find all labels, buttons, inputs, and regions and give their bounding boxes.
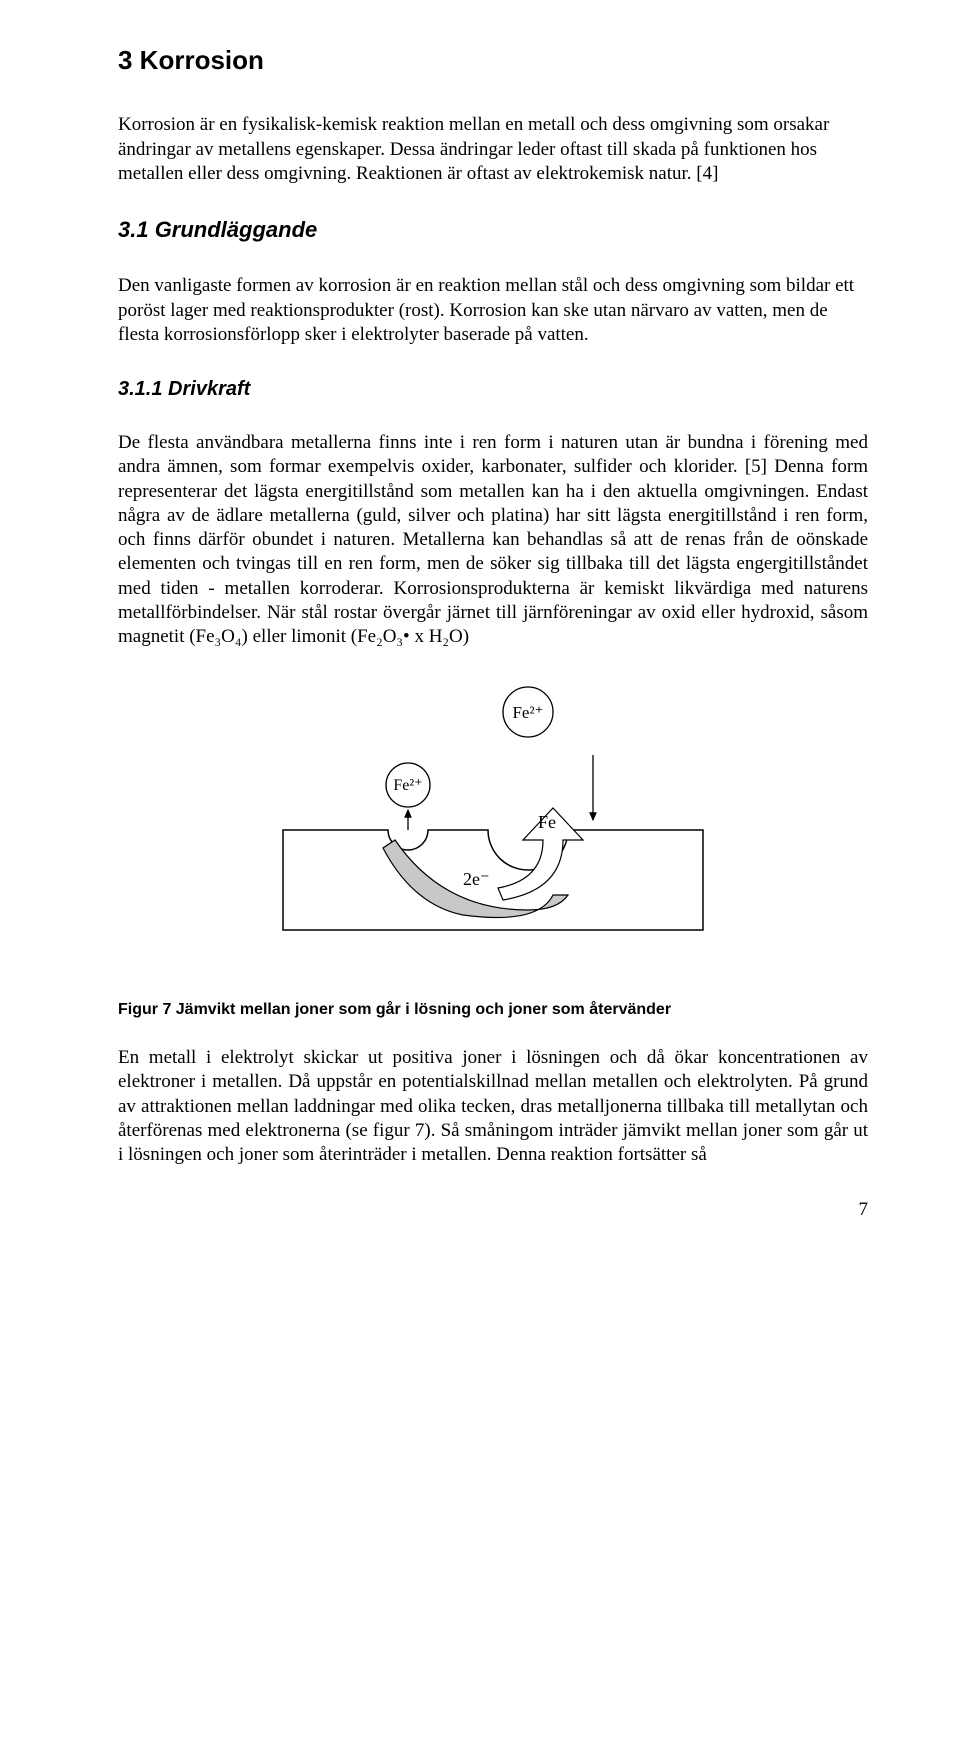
electron-label: 2e⁻ [463,869,490,889]
ion-top-label: Fe²⁺ [512,703,543,722]
page-number: 7 [118,1198,868,1222]
figure-7-svg: Fe²⁺ Fe²⁺ Fe 2e⁻ [263,680,723,940]
figure-7: Fe²⁺ Fe²⁺ Fe 2e⁻ [118,680,868,940]
closing-paragraph: En metall i elektrolyt skickar ut positi… [118,1046,868,1168]
ion-left-label: Fe²⁺ [393,777,422,794]
sec-3-1-1-paragraph: De flesta användbara metallerna finns in… [118,431,868,650]
intro-paragraph: Korrosion är en fysikalisk-kemisk reakti… [118,113,868,186]
heading-3-1: 3.1 Grundläggande [118,216,868,244]
heading-korrosion: 3 Korrosion [118,44,868,77]
fe-label: Fe [538,812,556,832]
figure-7-caption: Figur 7 Jämvikt mellan joner som går i l… [118,1000,868,1020]
heading-3-1-1: 3.1.1 Drivkraft [118,377,868,403]
sec-3-1-paragraph: Den vanligaste formen av korrosion är en… [118,274,868,347]
